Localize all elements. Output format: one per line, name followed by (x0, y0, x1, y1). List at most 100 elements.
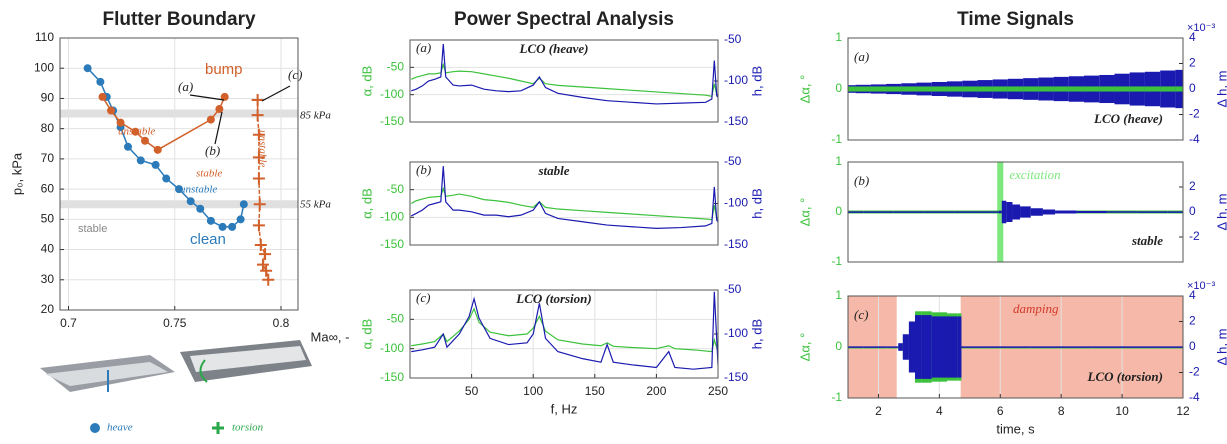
y2-tick-label: 2 (1189, 56, 1196, 70)
envelope-segment (1167, 211, 1183, 213)
reference-band (60, 200, 298, 209)
point (228, 222, 237, 231)
x-tick-label: 8 (1058, 404, 1065, 418)
point (252, 219, 265, 232)
point (96, 77, 105, 86)
series-line (410, 186, 718, 221)
y2-tick-label: -150 (724, 237, 748, 251)
x-tick-label: 50 (465, 384, 479, 398)
envelope-segment (946, 316, 958, 378)
annotation: LCO (heave) (519, 41, 589, 56)
x-tick-label: 150 (585, 384, 605, 398)
plot-frame (847, 161, 1184, 263)
point (175, 185, 183, 194)
series-group (411, 291, 718, 370)
panel-label: (a) (416, 40, 431, 55)
series-line (410, 62, 718, 98)
envelope-segment (1137, 211, 1168, 213)
envelope-segment (1068, 86, 1085, 92)
envelope-segment (848, 211, 864, 213)
y-tick-label: -50 (387, 60, 405, 74)
envelope-segment (957, 316, 962, 378)
y-tick-label: 1 (835, 30, 842, 44)
y2-scale-label: ×10⁻³ (1187, 22, 1215, 34)
envelope-segment (887, 346, 899, 348)
y2-tick-label: -50 (724, 282, 742, 296)
envelope-segment (1076, 211, 1107, 213)
envelope-segment (1091, 346, 1153, 348)
envelope-segment (893, 211, 925, 213)
point (116, 118, 125, 127)
y-tick-label: 70 (41, 151, 55, 165)
plot-frame (847, 37, 1184, 141)
y2-axis-label: h, dB (749, 188, 764, 218)
point (124, 142, 132, 151)
y-tick-label: -1 (831, 254, 842, 268)
point (259, 248, 272, 261)
envelope-segment (1030, 208, 1043, 216)
annotation: 85 kPa (300, 110, 331, 122)
y-tick-label: -150 (380, 237, 404, 251)
envelope-segment (886, 86, 902, 92)
series-group (848, 200, 1183, 224)
point (196, 204, 205, 213)
y2-tick-label: -50 (724, 154, 742, 168)
x-axis-label: Ma∞, - (311, 329, 350, 344)
series-group (848, 69, 1183, 109)
panel-label: (c) (416, 290, 430, 305)
annotation: bump (205, 61, 243, 78)
y-tick-label: 100 (34, 60, 54, 74)
point (252, 128, 265, 141)
annotation: stable (1131, 233, 1163, 248)
arrow (214, 111, 223, 145)
envelope-segment (901, 86, 917, 92)
point (239, 200, 248, 209)
plot-frame (59, 37, 299, 311)
envelope-segment (983, 211, 999, 213)
envelope-segment (898, 343, 903, 351)
point (162, 174, 171, 183)
y-axis-label: p₀, kPa (9, 152, 24, 195)
envelope-segment (870, 86, 887, 92)
y-axis-label: α, dB (359, 319, 374, 350)
annotation: LCO (torsion) (1087, 369, 1163, 384)
annotation: unstable (180, 184, 217, 196)
y2-tick-label: -100 (724, 326, 748, 340)
y2-tick-label: 4 (1189, 288, 1196, 302)
point (107, 106, 115, 115)
y2-tick-label: -2 (1189, 229, 1200, 243)
series-line (411, 291, 718, 370)
y-tick-label: -150 (380, 370, 404, 384)
envelope-segment (1099, 86, 1115, 92)
y-tick-label: -100 (380, 341, 404, 355)
panel-label: (c) (854, 307, 868, 322)
y-tick-label: -50 (387, 182, 405, 196)
point (131, 127, 140, 136)
envelope-segment (908, 321, 915, 373)
point (206, 216, 215, 225)
point (252, 151, 265, 164)
y2-tick-label: -150 (724, 114, 748, 128)
heave-wing-highlight (45, 362, 168, 386)
y-tick-label: -50 (387, 312, 405, 326)
envelope-segment (1175, 86, 1183, 92)
envelope-segment (863, 346, 888, 348)
envelope-segment (998, 210, 1002, 214)
y-tick-label: 110 (35, 30, 54, 44)
envelope-segment (1152, 346, 1183, 348)
arrow (189, 94, 225, 101)
series-group (410, 166, 718, 230)
annotation: (c) (288, 67, 302, 82)
annotation: LCO (heave) (1093, 111, 1163, 126)
envelope-segment (863, 211, 894, 213)
y-tick-label: 0 (835, 204, 842, 218)
x-tick-label: 12 (1176, 404, 1190, 418)
panel-label: (b) (854, 173, 869, 188)
point (252, 172, 265, 185)
point (254, 239, 267, 252)
y-tick-label: 80 (41, 121, 55, 135)
y2-tick-label: -100 (724, 196, 748, 210)
y2-tick-label: 2 (1189, 179, 1196, 193)
